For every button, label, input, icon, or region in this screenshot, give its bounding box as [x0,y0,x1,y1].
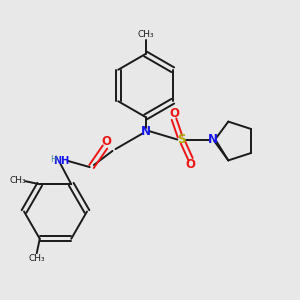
Text: N: N [208,133,218,146]
Text: N: N [140,124,151,138]
Text: CH₃: CH₃ [28,254,45,263]
Text: CH₃: CH₃ [10,176,26,185]
Text: CH₃: CH₃ [137,30,154,39]
Text: H: H [50,155,56,164]
Text: O: O [101,135,112,148]
Text: O: O [185,158,196,171]
Text: O: O [169,107,179,120]
Text: S: S [177,133,186,146]
Text: NH: NH [53,156,70,166]
